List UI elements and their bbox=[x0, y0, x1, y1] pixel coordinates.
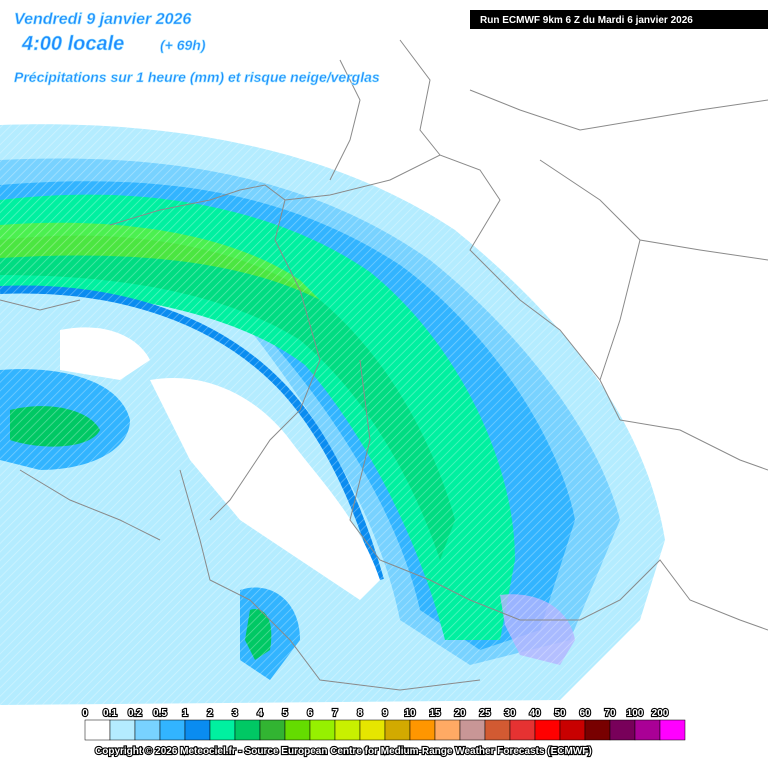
legend-label: 4 bbox=[257, 708, 263, 719]
legend-label: 0.5 bbox=[153, 708, 167, 719]
country-borders bbox=[0, 39, 768, 691]
legend-swatch bbox=[609, 719, 636, 741]
legend-label: 0.1 bbox=[103, 708, 117, 719]
legend-swatch bbox=[234, 719, 261, 741]
legend-swatch bbox=[309, 719, 336, 741]
legend-label: 70 bbox=[604, 708, 616, 719]
legend-label: 7 bbox=[332, 708, 338, 719]
legend-swatch bbox=[534, 719, 561, 741]
legend-label: 100 bbox=[627, 708, 644, 719]
precipitation-field bbox=[0, 118, 680, 706]
legend-swatch bbox=[259, 719, 286, 741]
legend-swatch bbox=[284, 719, 311, 741]
forecast-time: 4:00 locale bbox=[21, 33, 124, 55]
legend-swatch bbox=[409, 719, 436, 741]
legend-label: 3 bbox=[232, 708, 238, 719]
legend-label: 25 bbox=[479, 708, 491, 719]
legend-label: 15 bbox=[429, 708, 441, 719]
legend-label: 8 bbox=[357, 708, 363, 719]
legend-swatch bbox=[184, 719, 211, 741]
legend-swatch bbox=[209, 719, 236, 741]
lead-time: (+ 69h) bbox=[160, 37, 206, 53]
legend-label: 50 bbox=[554, 708, 566, 719]
legend-label: 30 bbox=[504, 708, 516, 719]
legend-swatch bbox=[109, 719, 136, 741]
legend-swatch bbox=[659, 719, 686, 741]
legend-label: 5 bbox=[282, 708, 288, 719]
legend-swatch bbox=[134, 719, 161, 741]
legend-swatch bbox=[159, 719, 186, 741]
legend-label: 9 bbox=[382, 708, 388, 719]
legend-label: 0.2 bbox=[128, 708, 142, 719]
forecast-date: Vendredi 9 janvier 2026 bbox=[14, 11, 191, 28]
legend-swatch bbox=[584, 719, 611, 741]
legend-label: 6 bbox=[307, 708, 313, 719]
legend-label: 0 bbox=[82, 708, 88, 719]
legend-label: 1 bbox=[182, 708, 188, 719]
legend-swatch bbox=[509, 719, 536, 741]
legend-swatch bbox=[459, 719, 486, 741]
legend-swatch bbox=[334, 719, 361, 741]
legend-label: 200 bbox=[652, 708, 669, 719]
legend-label: 20 bbox=[454, 708, 466, 719]
legend-swatch bbox=[634, 719, 661, 741]
legend-swatch bbox=[434, 719, 461, 741]
legend-swatch bbox=[384, 719, 411, 741]
legend-swatch bbox=[84, 719, 111, 741]
copyright: Copyright © 2026 Meteociel.fr - Source E… bbox=[95, 746, 592, 757]
legend-label: 60 bbox=[579, 708, 591, 719]
map-subtitle: Précipitations sur 1 heure (mm) et risqu… bbox=[14, 69, 380, 85]
legend: 0 0.1 0.2 0.5 1 2 3 4 5 6 7 8 9 10 15 20 25 30 40 50 60 70 100… bbox=[81, 707, 686, 741]
legend-swatch bbox=[559, 719, 586, 741]
legend-label: 10 bbox=[404, 708, 416, 719]
legend-swatch bbox=[484, 719, 511, 741]
legend-label: 2 bbox=[207, 708, 213, 719]
run-info: Run ECMWF 9km 6 Z du Mardi 6 janvier 202… bbox=[480, 15, 693, 26]
run-box bbox=[470, 10, 768, 29]
legend-label: 40 bbox=[529, 708, 541, 719]
legend-swatch bbox=[359, 719, 386, 741]
